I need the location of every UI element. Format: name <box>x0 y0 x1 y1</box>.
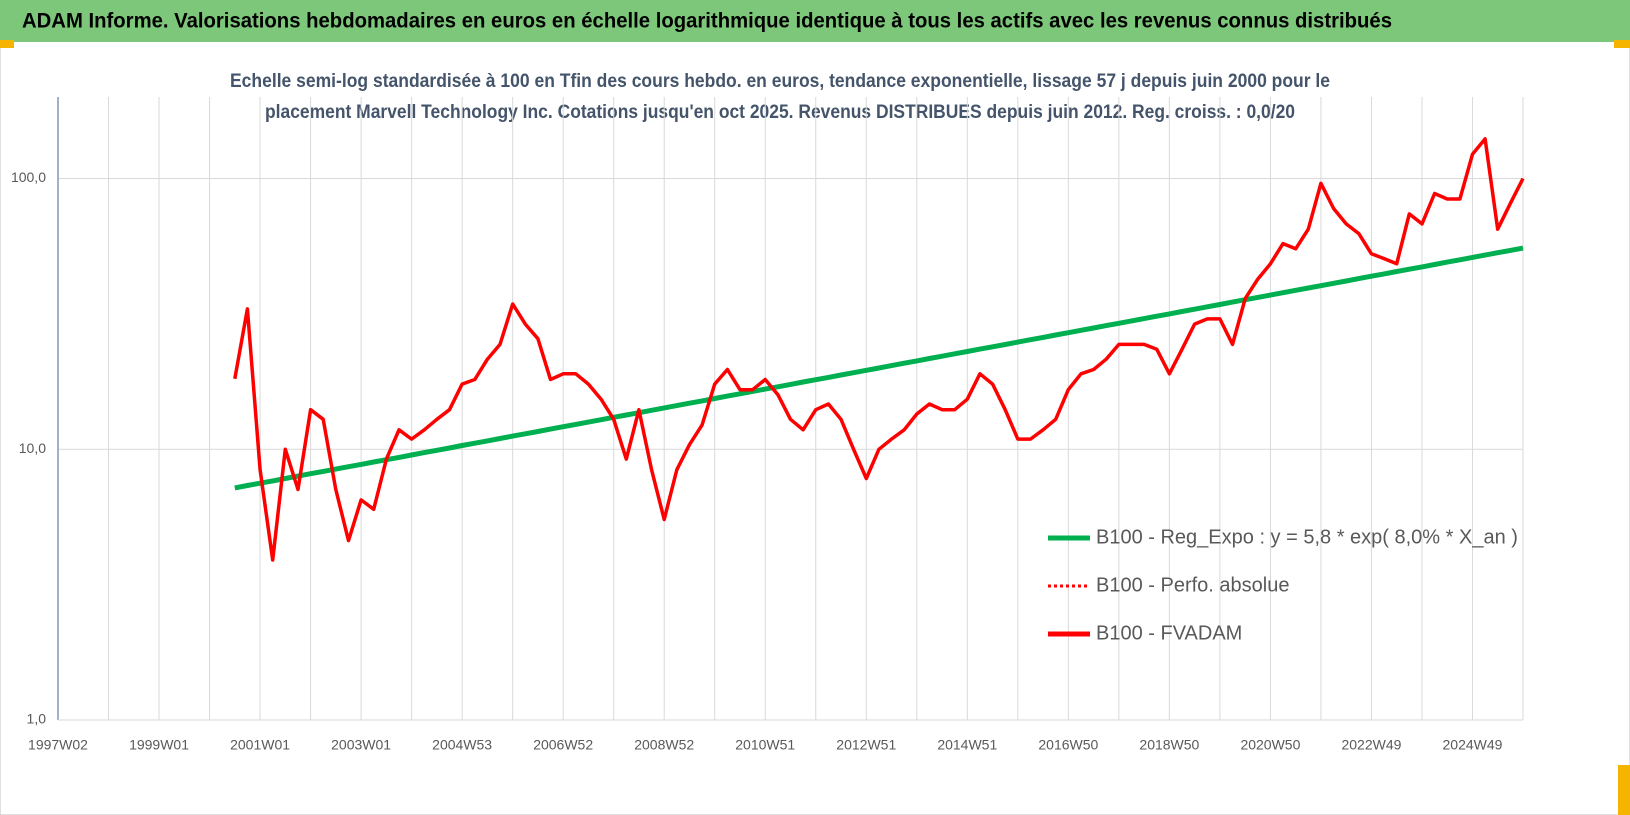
x-tick-label: 2020W50 <box>1240 737 1300 753</box>
y-tick-label: 1,0 <box>27 711 47 727</box>
x-tick-label: 2016W50 <box>1038 737 1098 753</box>
corner <box>0 40 14 48</box>
corner <box>1618 765 1630 815</box>
x-tick-label: 1997W02 <box>28 737 88 753</box>
legend-label: B100 - FVADAM <box>1096 622 1242 644</box>
series-line <box>233 137 1525 562</box>
x-tick-label: 2010W51 <box>735 737 795 753</box>
x-tick-label: 2012W51 <box>836 737 896 753</box>
series-line <box>234 245 1524 491</box>
page-title: ADAM Informe. Valorisations hebdomadaire… <box>22 10 1392 33</box>
y-tick-label: 10,0 <box>19 440 46 456</box>
x-tick-label: 2008W52 <box>634 737 694 753</box>
x-tick-label: 1999W01 <box>129 737 189 753</box>
corner <box>1614 40 1630 48</box>
chart-title: placement Marvell Technology Inc. Cotati… <box>265 102 1295 123</box>
x-tick-label: 2022W49 <box>1341 737 1401 753</box>
header-band <box>0 0 1630 42</box>
x-tick-label: 2003W01 <box>331 737 391 753</box>
x-tick-label: 2018W50 <box>1139 737 1199 753</box>
chart-title: Echelle semi-log standardisée à 100 en T… <box>230 71 1330 92</box>
x-tick-label: 2024W49 <box>1443 737 1503 753</box>
x-tick-label: 2014W51 <box>937 737 997 753</box>
y-tick-label: 100,0 <box>11 169 46 185</box>
legend-label: B100 - Perfo. absolue <box>1096 574 1289 596</box>
x-tick-label: 2001W01 <box>230 737 290 753</box>
x-tick-label: 2006W52 <box>533 737 593 753</box>
legend-label: B100 - Reg_Expo : y = 5,8 * exp( 8,0% * … <box>1096 526 1518 548</box>
x-tick-label: 2004W53 <box>432 737 492 753</box>
